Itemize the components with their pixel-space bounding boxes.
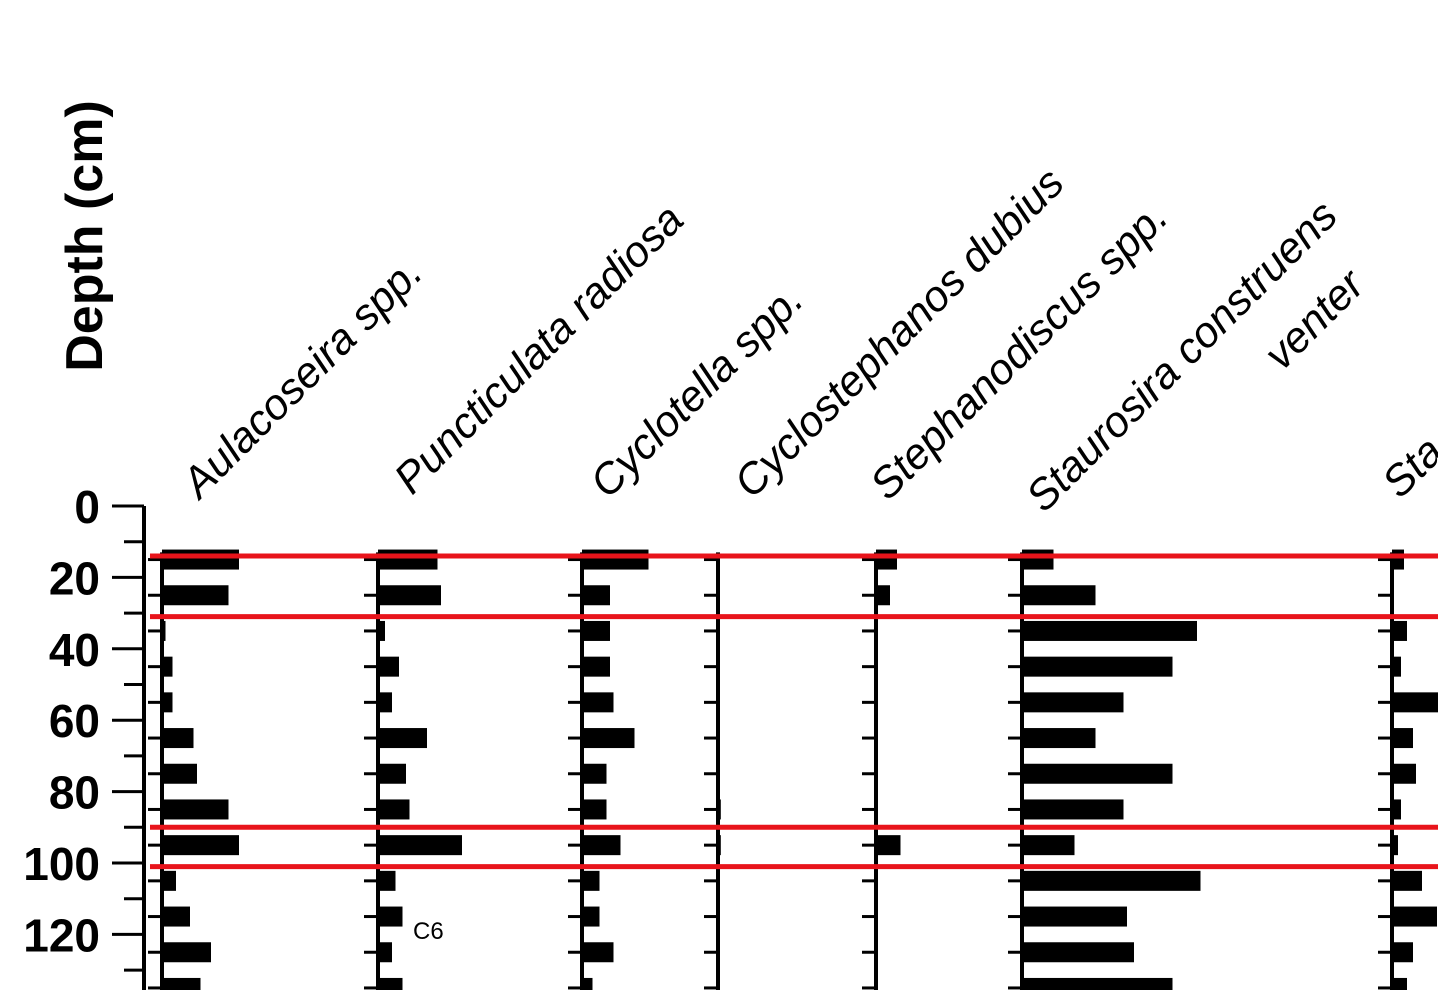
abundance-bar [162,585,229,606]
depth-tick-label: 120 [23,909,100,961]
abundance-bar [378,728,427,749]
abundance-bar [1392,728,1413,749]
abundance-bar [1392,835,1398,856]
taxon-labels: Aulacoseira spp.Puncticulata radiosaCycl… [171,159,1438,521]
abundance-bar [1022,620,1197,641]
abundance-bar [378,870,396,891]
abundance-bar [1392,977,1407,990]
abundance-bar [1392,906,1437,927]
abundance-bar [378,585,441,606]
abundance-bar [378,906,403,927]
depth-tick-label: 0 [74,481,100,533]
abundance-bar [162,620,166,641]
abundance-bar [1392,620,1407,641]
abundance-bar [1022,763,1173,784]
abundance-bar [1392,799,1401,820]
abundance-bar [1022,656,1173,677]
abundance-bar [1022,728,1096,749]
abundance-bar [718,799,721,820]
abundance-bar [1022,870,1201,891]
abundance-bar [582,870,600,891]
abundance-bar [162,799,229,820]
abundance-bar [582,728,635,749]
abundance-bar [1392,763,1416,784]
abundance-bar [1022,799,1124,820]
depth-tick-label: 20 [49,552,100,604]
abundance-bar [378,656,399,677]
abundance-bar [1392,656,1401,677]
abundance-bar [378,835,462,856]
abundance-bar [1392,870,1422,891]
zone-boundaries [150,553,1438,870]
depth-tick-label: 60 [49,695,100,747]
abundance-bar [378,620,385,641]
abundance-bar [162,549,239,570]
abundance-bar [582,763,607,784]
depth-tick-label: 80 [49,767,100,819]
abundance-bar [162,942,211,963]
annotation-label: C6 [413,918,444,945]
abundance-bar [582,906,600,927]
y-axis-label: Depth (cm) [56,100,114,372]
abundance-bar [582,977,593,990]
abundance-bar [582,620,610,641]
abundance-bar [378,942,392,963]
abundance-bar [582,549,649,570]
abundance-bar [876,585,890,606]
abundance-bar [162,906,190,927]
abundance-bar [378,977,403,990]
taxon-label: Sta [1373,427,1438,507]
taxon-columns [148,549,1438,990]
abundance-bar [162,835,239,856]
abundance-bar [876,549,897,570]
abundance-bar [582,656,610,677]
abundance-bar [1022,585,1096,606]
abundance-bar [378,549,438,570]
abundance-bar [1022,942,1134,963]
depth-axis: 0 20 40 60 80 100 120 [23,481,146,990]
abundance-bar [582,942,614,963]
abundance-bar [162,763,197,784]
abundance-bar [378,799,410,820]
abundance-bar [1022,977,1173,990]
taxon-column [704,552,721,990]
abundance-bar [582,692,614,713]
abundance-bar [718,835,721,856]
abundance-bar [162,656,173,677]
taxon-column [1378,549,1438,990]
abundance-bar [582,799,607,820]
abundance-bar [1392,942,1413,963]
abundance-bar [378,692,392,713]
abundance-bar [1392,549,1404,570]
abundance-bar [1022,549,1054,570]
abundance-bar [582,585,610,606]
abundance-bar [876,835,901,856]
depth-tick-label: 100 [23,838,100,890]
abundance-bar [162,692,173,713]
abundance-bar [162,977,201,990]
abundance-bar [1392,692,1438,713]
abundance-bar [1022,692,1124,713]
taxon-column [862,549,901,990]
abundance-bar [582,835,621,856]
depth-tick-label: 40 [49,624,100,676]
abundance-bar [162,728,194,749]
abundance-bar [162,870,176,891]
abundance-bar [1022,906,1127,927]
abundance-bar [378,763,406,784]
abundance-bar [1022,835,1075,856]
taxon-column [1008,549,1201,990]
